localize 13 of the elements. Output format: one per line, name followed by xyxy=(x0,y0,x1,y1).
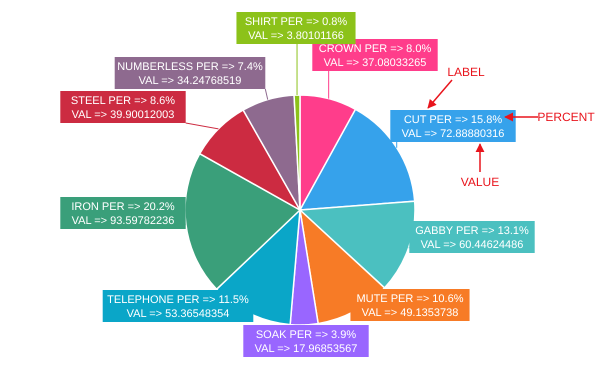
text: LABEL xyxy=(447,65,486,79)
slice-label: NUMBERLESS xyxy=(117,61,194,73)
text: PERCENT xyxy=(537,110,596,124)
text: VALUE xyxy=(460,175,500,189)
slice-label: MUTE xyxy=(356,293,388,305)
slice-label: SHIRT xyxy=(244,16,278,28)
slice-label: STEEL xyxy=(70,95,106,107)
slice-label: SOAK xyxy=(256,329,288,341)
slice-label: GABBY xyxy=(415,225,454,237)
slice-label: CROWN xyxy=(318,43,362,55)
slice-label: IRON xyxy=(71,201,99,213)
slice-label: CUT xyxy=(404,114,427,126)
slice-label: TELEPHONE xyxy=(107,294,174,306)
